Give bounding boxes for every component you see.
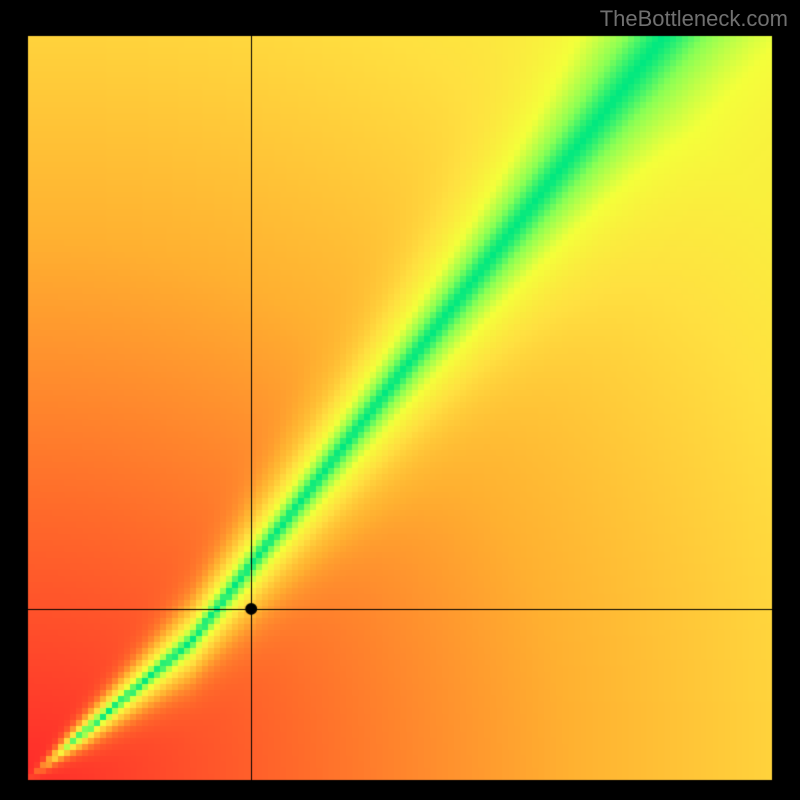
chart-container: TheBottleneck.com [0, 0, 800, 800]
bottleneck-heatmap [0, 0, 800, 800]
watermark-text: TheBottleneck.com [600, 6, 788, 32]
